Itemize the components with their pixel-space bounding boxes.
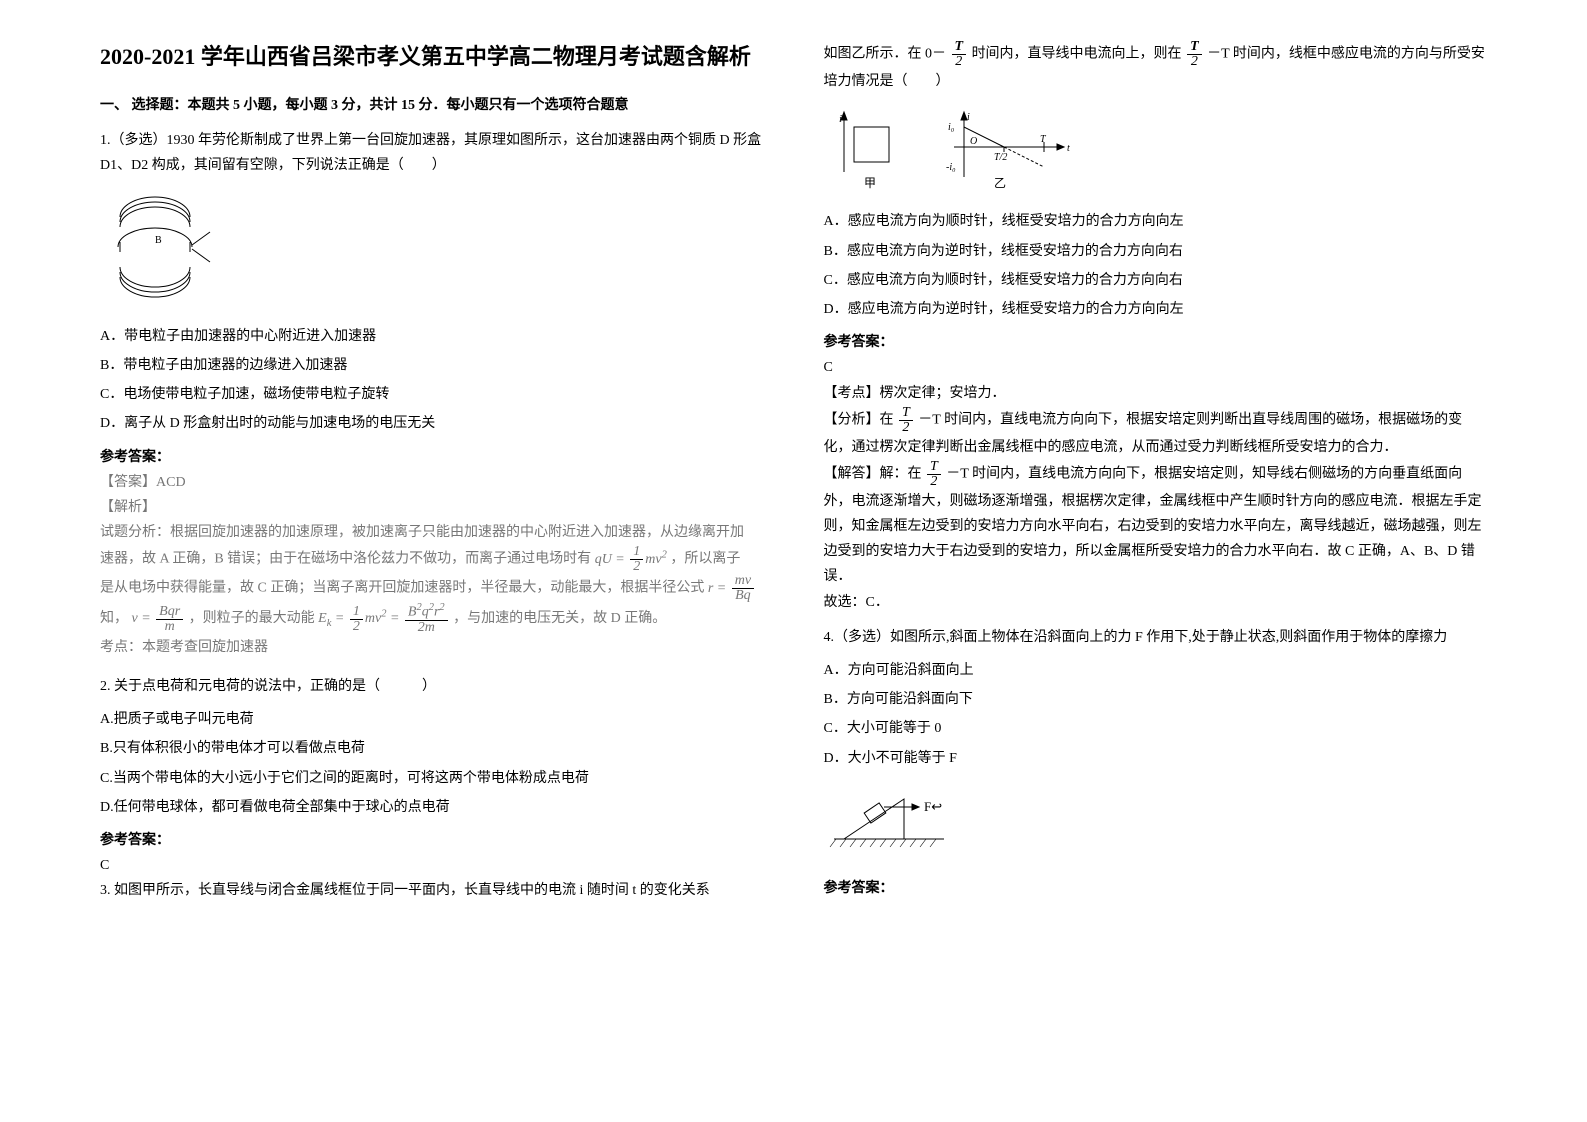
q3-stem2: 如图乙所示．在 0－ T2 时间内，直导线中电流向上，则在 T2 －T 时间内，…	[824, 40, 1488, 94]
q1-ans-head: 【答案】ACD	[100, 470, 764, 495]
q4-optB: B．方向可能沿斜面向下	[824, 687, 1488, 712]
q1-exp1: 试题分析：根据回旋加速器的加速原理，被加速离子只能由加速器的中心附近进入加速器，…	[100, 520, 764, 545]
q3-kd: 【考点】楞次定律；安培力．	[824, 381, 1488, 406]
q1-exp4: 知， v = Bqrm ，则粒子的最大动能 Ek = 12mv2 = B2q2r…	[100, 603, 764, 635]
q4-optC: C．大小可能等于 0	[824, 716, 1488, 741]
q1-exp3: 是从电场中获得能量，故 C 正确；当离子离开回旋加速器时，半径最大，动能最大，根…	[100, 574, 764, 603]
q3-fx-a: 【分析】在	[824, 412, 894, 427]
q3-stem2b: 时间内，直导线中电流向上，则在	[972, 47, 1182, 62]
svg-text:T: T	[1040, 134, 1047, 145]
q3-fx: 【分析】在 T2 －T 时间内，直线电流方向向下，根据安培定则判断出直导线周围的…	[824, 406, 1488, 460]
q2-ans-label: 参考答案：	[100, 828, 764, 853]
q4-optD: D．大小不可能等于 F	[824, 746, 1488, 771]
svg-text:i: i	[839, 113, 842, 125]
q2-optC: C.当两个带电体的大小远小于它们之间的距离时，可将这两个带电体粉成点电荷	[100, 766, 764, 791]
q3-ans: C	[824, 355, 1488, 380]
q1-formula-r: r = mvBq	[708, 581, 756, 596]
q1-stem: 1.（多选）1930 年劳伦斯制成了世界上第一台回旋加速器，其原理如图所示，这台…	[100, 128, 764, 178]
q3-frac-jda: T2	[927, 460, 941, 489]
q3-ans-label: 参考答案：	[824, 330, 1488, 355]
q1-exp3a: 是从电场中获得能量，故 C 正确；当离子离开回旋加速器时，半径最大，动能最大，根…	[100, 581, 704, 596]
svg-text:T/2: T/2	[994, 152, 1007, 163]
q4-stem: 4.（多选）如图所示,斜面上物体在沿斜面向上的力 F 作用下,处于静止状态,则斜…	[824, 625, 1488, 650]
svg-text:i₀: i₀	[948, 122, 955, 133]
section-heading: 一、 选择题：本题共 5 小题，每小题 3 分，共计 15 分．每小题只有一个选…	[100, 93, 764, 118]
q3-jda-a: 【解答】解：在	[824, 467, 922, 482]
q1-optC: C．电场使带电粒子加速，磁场使带电粒子旋转	[100, 382, 764, 407]
q3-optC: C．感应电流方向为顺时针，线框受安培力的合力方向向右	[824, 268, 1488, 293]
svg-text:t: t	[1067, 143, 1070, 154]
q4-optA: A．方向可能沿斜面向上	[824, 658, 1488, 683]
q1-formula-ek: Ek = 12mv2 = B2q2r22m	[318, 611, 449, 626]
svg-text:F↩: F↩	[924, 799, 942, 814]
svg-text:O: O	[970, 136, 977, 147]
q3-optA: A．感应电流方向为顺时针，线框受安培力的合力方向向左	[824, 209, 1488, 234]
q2-optD: D.任何带电球体，都可看做电荷全部集中于球心的点电荷	[100, 795, 764, 820]
q1-figure: B	[100, 187, 764, 316]
q3-gx: 故选：C．	[824, 590, 1488, 615]
q4-ans-label: 参考答案：	[824, 876, 1488, 901]
svg-text:-i₀: -i₀	[946, 162, 956, 173]
q2-stem: 2. 关于点电荷和元电荷的说法中，正确的是（ ）	[100, 674, 764, 699]
q1-exp-head: 【解析】	[100, 495, 764, 520]
q3-figure: i 甲 i i₀ O T/2 T	[824, 102, 1488, 201]
q2-optA: A.把质子或电子叫元电荷	[100, 707, 764, 732]
q1-exp2: 速器，故 A 正确，B 错误；由于在磁场中洛伦兹力不做功，而离子通过电场时有 q…	[100, 545, 764, 574]
svg-text:i: i	[967, 112, 970, 123]
q1-exp4a: 知，	[100, 611, 128, 626]
q3-stem1: 3. 如图甲所示，长直导线与闭合金属线框位于同一平面内，长直导线中的电流 i 随…	[100, 878, 764, 903]
q1-formula-v: v = Bqrm	[132, 611, 186, 626]
q1-exp2b: ，所以离子	[670, 552, 740, 567]
q1-ans-label: 参考答案：	[100, 445, 764, 470]
q3-frac-fx: T2	[899, 406, 913, 435]
q1-optA: A．带电粒子由加速器的中心附近进入加速器	[100, 324, 764, 349]
svg-text:甲: 甲	[864, 176, 876, 190]
q3-jda-b: －T 时间内，直线电流方向向下，根据安培定则，知导线右侧磁场的方向垂直纸面向外，…	[824, 467, 1482, 585]
svg-text:B: B	[155, 235, 162, 246]
q1-exp2a: 速器，故 A 正确，B 错误；由于在磁场中洛伦兹力不做功，而离子通过电场时有	[100, 552, 591, 567]
q3-frac-t2-b: T2	[1187, 40, 1202, 69]
q3-stem2a: 如图乙所示．在 0－	[824, 47, 947, 62]
svg-text:乙: 乙	[994, 176, 1006, 190]
q3-jda: 【解答】解：在 T2 －T 时间内，直线电流方向向下，根据安培定则，知导线右侧磁…	[824, 460, 1488, 590]
q2-optB: B.只有体积很小的带电体才可以看做点电荷	[100, 736, 764, 761]
page-title: 2020-2021 学年山西省吕梁市孝义第五中学高二物理月考试题含解析	[100, 40, 764, 73]
q1-exp4c: ，与加速的电压无关，故 D 正确。	[453, 611, 666, 626]
q1-exp4b: ，则粒子的最大动能	[189, 611, 315, 626]
q1-optD: D．离子从 D 形盒射出时的动能与加速电场的电压无关	[100, 411, 764, 436]
q3-frac-t2-a: T2	[952, 40, 967, 69]
q3-optB: B．感应电流方向为逆时针，线框受安培力的合力方向向右	[824, 239, 1488, 264]
q3-optD: D．感应电流方向为逆时针，线框受安培力的合力方向向左	[824, 297, 1488, 322]
q4-figure: F↩	[824, 779, 1488, 868]
q3-fx-b: －T 时间内，直线电流方向向下，根据安培定则判断出直导线周围的磁场，根据磁场的变…	[824, 412, 1463, 454]
q1-exp5: 考点：本题考查回旋加速器	[100, 635, 764, 660]
q2-ans: C	[100, 853, 764, 878]
q1-optB: B．带电粒子由加速器的边缘进入加速器	[100, 353, 764, 378]
q1-formula-qu: qU = 12mv2	[595, 552, 667, 567]
